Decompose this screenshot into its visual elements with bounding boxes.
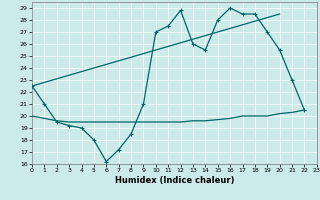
X-axis label: Humidex (Indice chaleur): Humidex (Indice chaleur) [115,176,234,185]
